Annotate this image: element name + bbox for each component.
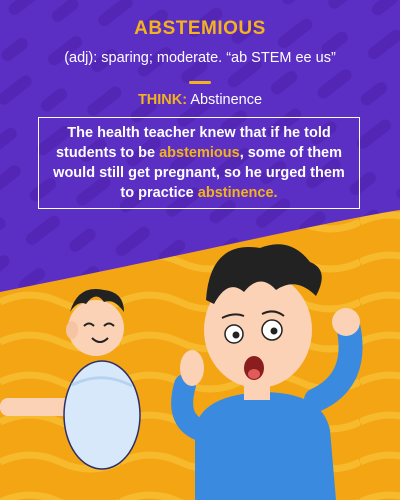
example-sentence-box: The health teacher knew that if he told … [38,117,360,209]
think-label: THINK: [137,92,188,108]
word-title: ABSTEMIOUS [134,18,266,39]
swaddled-baby-icon [63,288,141,470]
sentence-part-2: , some of them would still get pregnant,… [53,145,345,201]
think-word: Abstinence [190,92,263,108]
sentence-highlight-abstinence: abstinence. [197,185,278,201]
title-divider [189,81,211,84]
word-definition: (adj): sparing; moderate. “ab STEM ee us… [64,50,336,66]
sentence-part-1: The health teacher knew that if he told … [55,125,331,161]
sentence-highlight-abstemious: abstemious [159,145,240,161]
worried-teenager-icon [171,244,363,500]
think-line: THINK: Abstinence [0,92,400,108]
example-sentence: The health teacher knew that if he told … [53,123,345,203]
